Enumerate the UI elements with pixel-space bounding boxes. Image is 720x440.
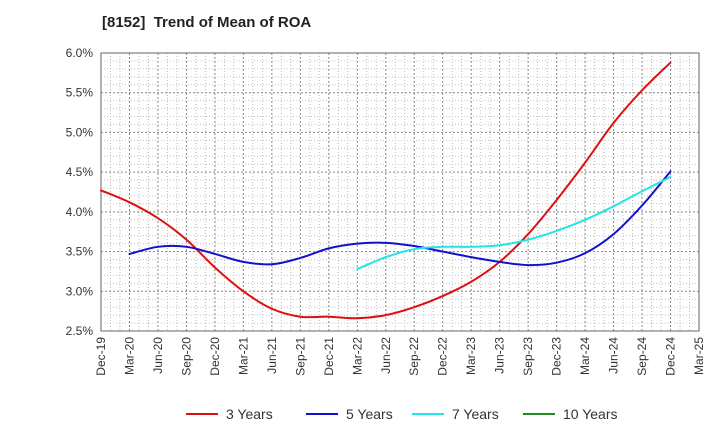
x-tick-label: Dec-21 xyxy=(322,337,336,376)
x-tick-label: Dec-20 xyxy=(208,337,222,376)
legend-label-10-years: 10 Years xyxy=(563,406,618,422)
y-tick-label: 4.5% xyxy=(66,165,94,179)
x-tick-label: Dec-19 xyxy=(94,337,108,376)
x-tick-label: Mar-25 xyxy=(692,337,706,375)
x-tick-label: Sep-24 xyxy=(635,337,649,376)
x-tick-label: Jun-22 xyxy=(379,337,393,374)
x-tick-label: Dec-24 xyxy=(664,337,678,376)
y-tick-label: 2.5% xyxy=(66,324,94,338)
y-tick-label: 6.0% xyxy=(66,46,94,60)
x-tick-label: Dec-22 xyxy=(436,337,450,376)
y-tick-label: 3.0% xyxy=(66,284,94,298)
y-tick-label: 5.0% xyxy=(66,125,94,139)
x-tick-label: Sep-23 xyxy=(521,337,535,376)
x-tick-label: Sep-21 xyxy=(293,337,307,376)
x-tick-label: Jun-23 xyxy=(493,337,507,374)
y-tick-label: 4.0% xyxy=(66,205,94,219)
legend-label-3-years: 3 Years xyxy=(226,406,273,422)
x-tick-label: Dec-23 xyxy=(550,337,564,376)
x-tick-label: Mar-22 xyxy=(350,337,364,375)
plot-frame xyxy=(100,52,700,332)
series-line-7-years xyxy=(356,175,672,271)
y-tick-label: 3.5% xyxy=(66,245,94,259)
x-tick-label: Mar-20 xyxy=(122,337,136,375)
x-tick-label: Mar-24 xyxy=(578,337,592,375)
y-tick-label: 5.5% xyxy=(66,86,94,100)
x-tick-label: Jun-20 xyxy=(151,337,165,374)
x-tick-label: Mar-23 xyxy=(464,337,478,375)
x-tick-label: Sep-20 xyxy=(179,337,193,376)
x-tick-label: Jun-21 xyxy=(265,337,279,374)
plot-area xyxy=(101,53,699,331)
x-tick-label: Mar-21 xyxy=(236,337,250,375)
x-tick-label: Jun-24 xyxy=(607,337,621,374)
chart-title: [8152] Trend of Mean of ROA xyxy=(102,14,312,31)
series-line-5-years xyxy=(128,170,672,267)
x-tick-label: Sep-22 xyxy=(407,337,421,376)
legend-label-7-years: 7 Years xyxy=(452,406,499,422)
legend-label-5-years: 5 Years xyxy=(346,406,393,422)
